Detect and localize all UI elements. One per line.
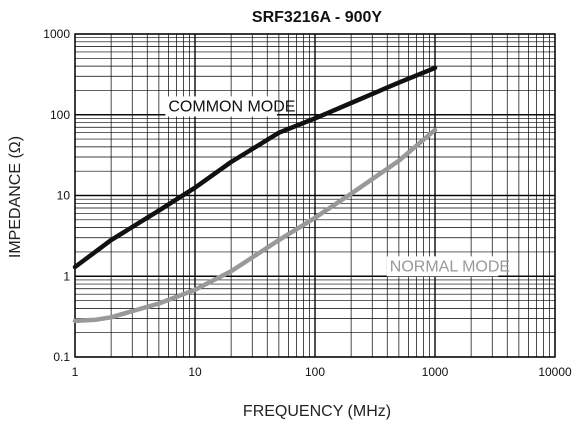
- chart-title: SRF3216A - 900Y: [252, 9, 382, 26]
- series-line-normal-mode: [72, 127, 438, 324]
- x-tick-label: 10: [188, 365, 202, 379]
- y-tick-label: 0.1: [53, 350, 70, 364]
- y-tick-labels: 0.1 1 10 100 1000: [43, 27, 70, 364]
- annotation-background: [165, 96, 277, 117]
- plot-frame: [74, 33, 556, 358]
- x-tick-label: 1000: [422, 365, 449, 379]
- x-axis-label: FREQUENCY (MHz): [243, 403, 391, 420]
- y-tick-label: 1: [63, 269, 70, 283]
- y-tick-label: 10: [57, 189, 71, 203]
- x-tick-labels: 1 10 100 1000 10000: [72, 365, 572, 379]
- x-tick-label: 1: [72, 365, 79, 379]
- y-tick-label: 100: [50, 108, 70, 122]
- x-tick-label: 100: [305, 365, 325, 379]
- annotation-label: COMMON MODE: [168, 98, 295, 115]
- y-tick-label: 1000: [43, 27, 70, 41]
- annotation-background: [386, 256, 499, 277]
- x-tick-label: 10000: [538, 365, 572, 379]
- series-line-common-mode: [72, 65, 438, 270]
- annotation-label: NORMAL MODE: [390, 258, 510, 275]
- y-axis-label: IMPEDANCE (Ω): [7, 136, 24, 258]
- series-lines: [72, 65, 438, 324]
- grid: [74, 33, 556, 358]
- annotations: COMMON MODE NORMAL MODE: [165, 96, 510, 277]
